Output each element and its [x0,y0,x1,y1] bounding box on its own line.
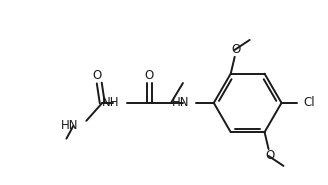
Text: NH: NH [102,96,119,109]
Text: O: O [144,69,154,82]
Text: HN: HN [172,96,189,109]
Text: O: O [231,43,240,56]
Text: Cl: Cl [303,96,315,109]
Text: O: O [265,149,274,162]
Text: HN: HN [61,119,78,132]
Text: O: O [92,69,102,82]
